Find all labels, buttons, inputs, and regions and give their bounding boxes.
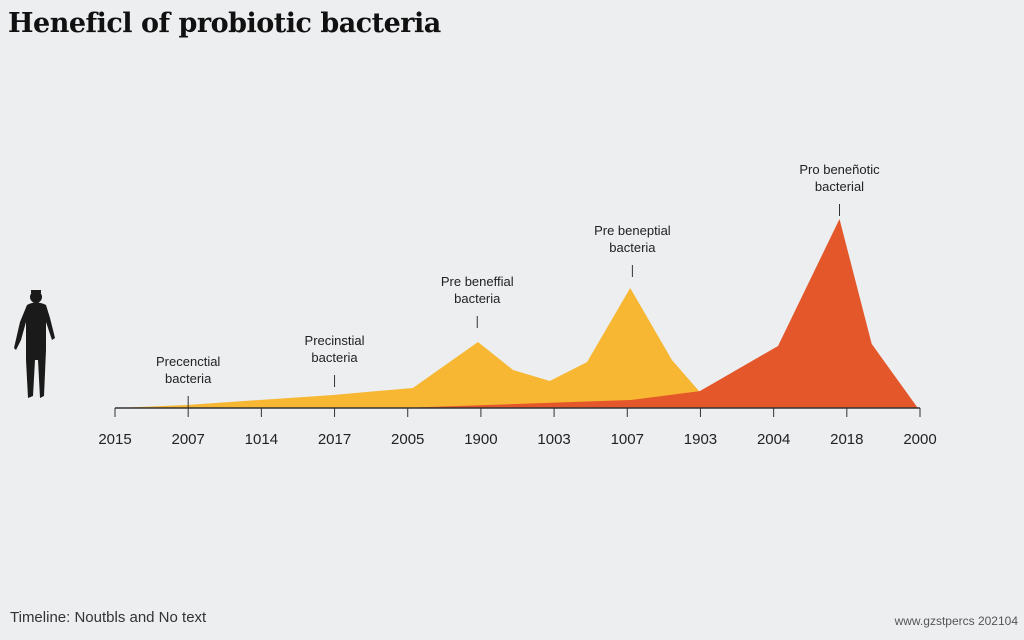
x-tick-label: 2015 bbox=[98, 431, 131, 448]
series-area-0 bbox=[115, 287, 700, 408]
x-tick-label: 2017 bbox=[318, 431, 351, 448]
series-area-1 bbox=[399, 219, 918, 408]
x-tick-label: 2007 bbox=[171, 431, 204, 448]
x-tick-label: 2004 bbox=[757, 431, 790, 448]
x-tick-label: 2005 bbox=[391, 431, 424, 448]
annotation-label: Precenctial bbox=[156, 354, 220, 369]
footer-source: www.gzstpercs 202104 bbox=[894, 614, 1018, 628]
x-tick-label: 1007 bbox=[611, 431, 644, 448]
x-tick-label: 1900 bbox=[464, 431, 497, 448]
x-tick-label: 1014 bbox=[245, 431, 278, 448]
annotation-label: bacteria bbox=[609, 240, 656, 255]
x-tick-label: 1003 bbox=[537, 431, 570, 448]
x-tick-label: 2018 bbox=[830, 431, 863, 448]
annotation-label: bacteria bbox=[165, 371, 212, 386]
x-tick-label: 1903 bbox=[684, 431, 717, 448]
person-silhouette-icon bbox=[14, 290, 55, 398]
x-tick-label: 2000 bbox=[903, 431, 936, 448]
footer-caption: Timeline: Noutbls and No text bbox=[10, 609, 207, 626]
annotation-label: bacterial bbox=[815, 179, 864, 194]
annotation-label: bacteria bbox=[454, 291, 501, 306]
chart-title: Heneficl of probiotic bacteria bbox=[8, 8, 441, 39]
annotation-label: Pro beneñotic bbox=[799, 162, 880, 177]
annotation-label: bacteria bbox=[311, 350, 358, 365]
annotation-label: Pre beneptial bbox=[594, 223, 671, 238]
annotation-label: Precinstial bbox=[305, 333, 365, 348]
annotation-label: Pre beneffial bbox=[441, 274, 514, 289]
